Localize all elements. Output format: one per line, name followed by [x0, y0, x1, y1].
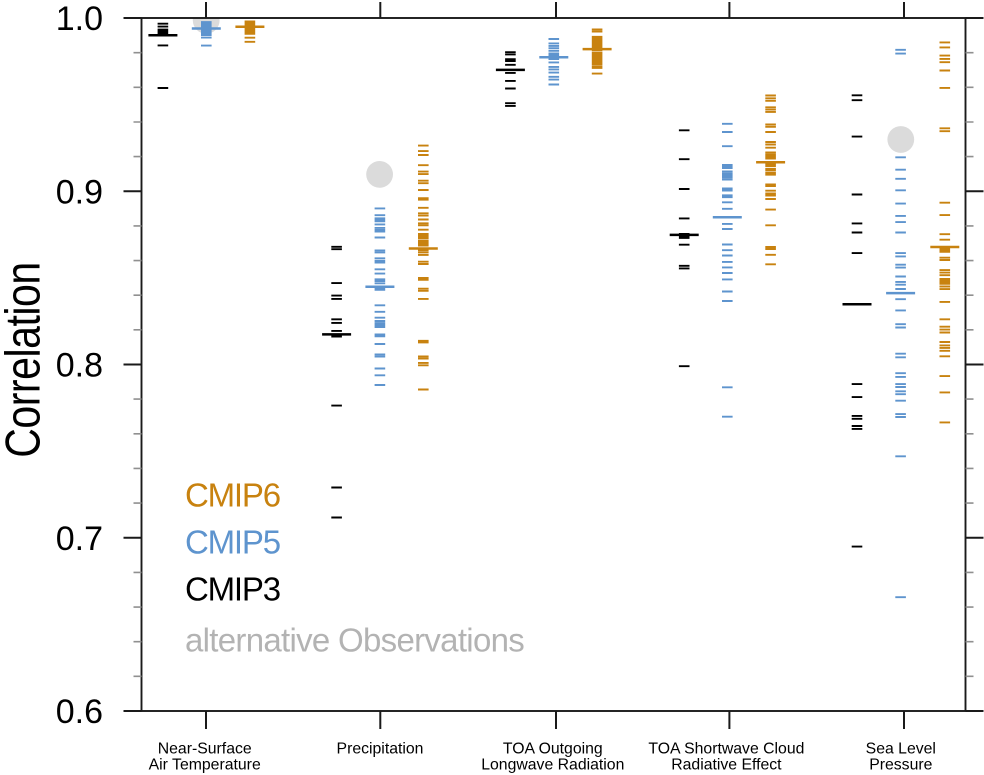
svg-text:Correlation: Correlation — [0, 262, 50, 458]
svg-text:TOA Shortwave Cloud: TOA Shortwave Cloud — [648, 741, 804, 758]
svg-text:Radiative Effect: Radiative Effect — [671, 757, 782, 774]
svg-text:Sea Level: Sea Level — [866, 741, 936, 758]
svg-text:0.6: 0.6 — [56, 693, 103, 731]
svg-text:0.7: 0.7 — [56, 520, 103, 558]
svg-text:Longwave Radiation: Longwave Radiation — [481, 757, 624, 774]
svg-text:Near-Surface: Near-Surface — [158, 741, 252, 758]
svg-text:Pressure: Pressure — [869, 757, 932, 774]
svg-text:Precipitation: Precipitation — [337, 741, 424, 758]
svg-text:CMIP5: CMIP5 — [185, 524, 280, 561]
svg-text:TOA Outgoing: TOA Outgoing — [503, 741, 603, 758]
svg-text:CMIP3: CMIP3 — [185, 571, 280, 608]
svg-text:Air Temperature: Air Temperature — [149, 757, 261, 774]
svg-text:alternative Observations: alternative Observations — [185, 622, 524, 659]
svg-text:0.8: 0.8 — [56, 347, 103, 385]
svg-text:1.0: 1.0 — [56, 0, 103, 38]
svg-text:0.9: 0.9 — [56, 173, 103, 211]
svg-text:CMIP6: CMIP6 — [185, 477, 280, 514]
